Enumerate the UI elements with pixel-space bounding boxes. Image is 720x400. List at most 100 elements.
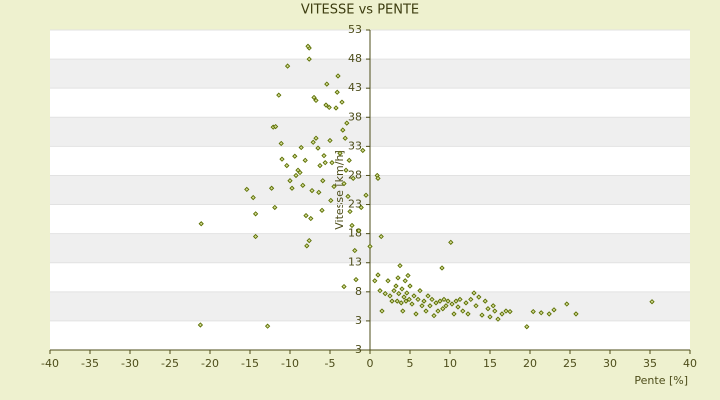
data-point: [435, 308, 441, 314]
data-point: [309, 187, 315, 194]
data-point: [479, 312, 485, 318]
x-tick-label: 0: [367, 357, 374, 370]
y-tick-label: 8: [355, 285, 362, 298]
data-point: [331, 183, 337, 190]
data-point: [503, 308, 509, 314]
data-point: [431, 313, 437, 319]
x-tick-label: -25: [161, 357, 179, 370]
x-tick-label: 5: [407, 357, 414, 370]
data-point: [417, 288, 423, 294]
data-point: [313, 97, 319, 104]
data-point: [329, 160, 335, 166]
data-point: [411, 293, 417, 299]
data-point: [421, 298, 427, 304]
data-point: [403, 298, 409, 304]
data-point: [649, 299, 655, 305]
data-point: [415, 296, 421, 303]
data-point: [402, 278, 408, 284]
data-point: [264, 323, 271, 329]
data-point: [278, 140, 284, 147]
y-tick-label: 3: [355, 314, 362, 327]
data-point: [377, 288, 383, 294]
data-point: [499, 311, 505, 317]
data-point: [546, 311, 552, 317]
data-point: [300, 182, 306, 188]
data-point: [349, 222, 355, 229]
y-tick-label: 33: [348, 139, 362, 152]
data-point: [409, 301, 415, 307]
data-point: [276, 92, 282, 98]
data-point: [457, 296, 463, 303]
data-point: [443, 303, 449, 309]
x-tick-label: -5: [325, 357, 336, 370]
data-point: [391, 288, 397, 294]
data-point: [197, 322, 204, 328]
data-point: [564, 301, 570, 307]
data-point: [315, 145, 321, 151]
x-tick-label: 10: [443, 357, 457, 370]
data-point: [304, 243, 310, 249]
data-point: [321, 153, 327, 159]
data-point: [352, 247, 358, 254]
data-point: [305, 43, 311, 49]
x-tick-label: -20: [201, 357, 219, 370]
y-tick-label: 53: [348, 23, 362, 36]
data-point: [440, 306, 446, 312]
data-point: [279, 156, 285, 162]
data-point: [310, 139, 316, 145]
data-point: [252, 211, 259, 217]
y-tick-label: 18: [348, 227, 362, 240]
data-point: [313, 135, 319, 141]
data-point: [448, 239, 454, 246]
data-point: [405, 272, 411, 279]
data-point: [538, 310, 544, 316]
data-point: [423, 308, 429, 314]
x-axis-label: Pente [%]: [634, 374, 688, 387]
data-point: [337, 150, 343, 156]
data-point: [396, 290, 402, 297]
x-tick-label: 20: [523, 357, 537, 370]
data-point: [316, 189, 322, 195]
data-point: [306, 237, 312, 244]
data-point: [333, 105, 339, 111]
data-point: [453, 298, 459, 304]
y-axis-label: Vitesse [km/h]: [333, 150, 346, 230]
data-point: [303, 212, 309, 219]
data-point: [343, 167, 349, 173]
data-point: [244, 186, 250, 193]
data-point: [400, 308, 406, 314]
data-point: [492, 308, 498, 314]
x-tick-label: 35: [643, 357, 657, 370]
data-point: [326, 104, 332, 111]
data-point: [419, 303, 425, 309]
data-point: [297, 169, 303, 176]
data-point: [287, 178, 293, 184]
data-point: [404, 290, 410, 296]
data-point: [306, 56, 312, 62]
data-point: [350, 175, 356, 182]
data-point: [320, 178, 326, 184]
data-point: [399, 286, 405, 292]
x-tick-label: -30: [121, 357, 139, 370]
data-point: [284, 162, 290, 169]
data-point: [293, 172, 299, 179]
data-point: [344, 120, 350, 126]
data-point: [252, 233, 259, 240]
data-point: [524, 324, 530, 330]
data-point: [465, 311, 471, 317]
data-point: [292, 153, 298, 159]
data-point: [308, 215, 314, 222]
data-point: [358, 204, 364, 211]
data-point: [425, 293, 431, 299]
data-point: [322, 160, 328, 166]
data-point: [476, 294, 482, 300]
data-point: [441, 296, 447, 303]
data-point: [347, 208, 353, 215]
data-point: [328, 197, 334, 204]
data-point: [198, 221, 204, 227]
data-point: [413, 311, 419, 317]
data-point: [530, 308, 536, 315]
data-point: [473, 303, 479, 309]
data-point: [468, 296, 474, 303]
